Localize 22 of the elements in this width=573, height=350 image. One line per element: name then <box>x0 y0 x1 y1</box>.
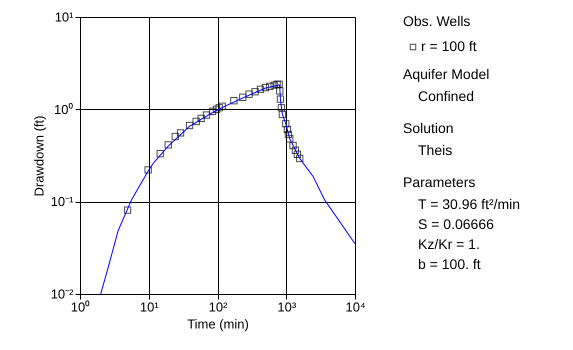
text: Theis <box>418 142 452 158</box>
text: S = 0.06666 <box>418 216 494 232</box>
y-axis-title: Drawdown (ft) <box>32 116 47 196</box>
text: Kz/Kr = 1. <box>418 236 480 252</box>
text: Parameters <box>403 174 476 190</box>
text: Confined <box>418 88 474 104</box>
legend-title: Obs. Wells <box>403 13 470 29</box>
y-tick-label: 10⁻² <box>50 286 74 302</box>
legend-label: r = 100 ft <box>421 38 477 54</box>
text: b = 100. ft <box>418 256 481 272</box>
y-tick-label: 10⁻¹ <box>50 194 74 210</box>
y-tick-label: 10⁰ <box>54 102 74 117</box>
text: Solution <box>403 120 454 136</box>
y-tick-label: 10¹ <box>54 10 74 24</box>
x-tick-label: 10⁴ <box>345 300 366 314</box>
x-tick-label: 10³ <box>277 300 297 314</box>
text: Aquifer Model <box>403 66 490 82</box>
text: T = 30.96 ft²/min <box>418 196 520 212</box>
x-tick-label: 10¹ <box>140 300 160 314</box>
x-axis-title: Time (min) <box>187 316 249 332</box>
x-tick-label: 10⁰ <box>70 300 90 314</box>
x-tick-label: 10² <box>208 300 228 314</box>
